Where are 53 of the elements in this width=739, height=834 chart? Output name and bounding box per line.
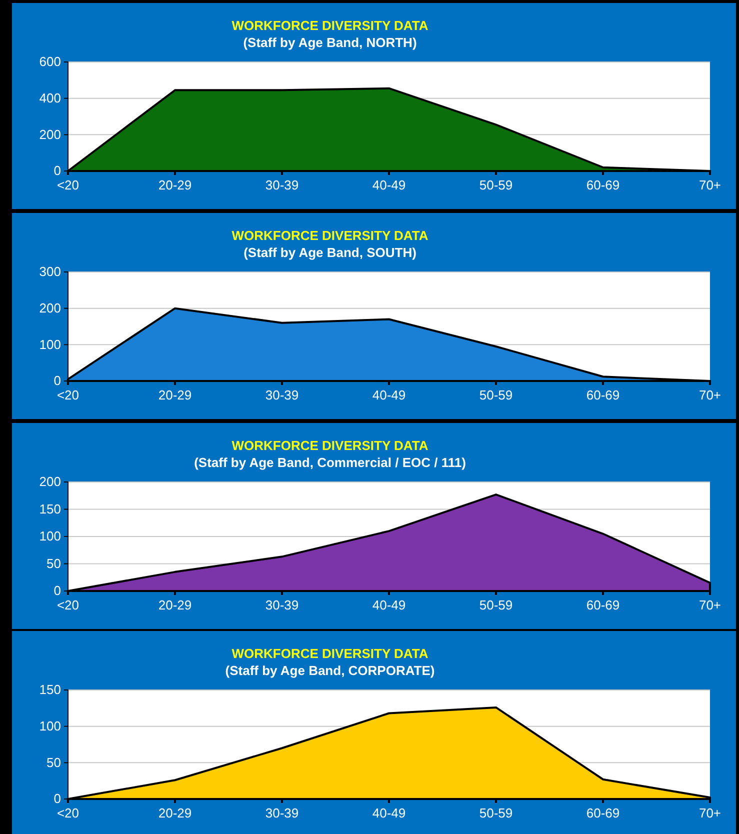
- x-tick-label: 50-59: [479, 388, 513, 403]
- y-tick-label: 50: [46, 556, 61, 571]
- y-tick-label: 600: [39, 54, 61, 70]
- y-tick-label: 300: [39, 264, 61, 280]
- x-tick-label: 20-29: [158, 598, 192, 613]
- y-tick-label: 100: [39, 336, 61, 352]
- x-tick-label: 40-49: [372, 178, 406, 193]
- x-tick-label: 60-69: [586, 178, 620, 193]
- x-tick-label: 50-59: [479, 806, 513, 821]
- x-tick-label: 70+: [698, 178, 722, 193]
- x-tick-label: 60-69: [586, 598, 620, 613]
- x-tick-label: 40-49: [372, 388, 406, 403]
- chart-subtitle: (Staff by Age Band, NORTH): [243, 35, 417, 50]
- chart-title: WORKFORCE DIVERSITY DATA: [232, 646, 429, 661]
- y-tick-label: 200: [39, 126, 61, 142]
- y-tick-label: 0: [54, 583, 61, 598]
- y-tick-label: 400: [39, 90, 61, 106]
- y-tick-label: 0: [54, 373, 61, 388]
- y-tick-label: 200: [39, 300, 61, 316]
- x-tick-label: 60-69: [586, 806, 620, 821]
- x-tick-label: <20: [56, 178, 80, 193]
- chart-subtitle: (Staff by Age Band, Commercial / EOC / 111): [194, 455, 466, 470]
- y-tick-label: 100: [39, 528, 61, 544]
- x-tick-label: <20: [56, 806, 80, 821]
- x-tick-label: 30-39: [265, 388, 299, 403]
- chart-subtitle: (Staff by Age Band, CORPORATE): [225, 663, 435, 678]
- chart-subtitle: (Staff by Age Band, SOUTH): [244, 245, 416, 260]
- chart-title: WORKFORCE DIVERSITY DATA: [232, 18, 429, 33]
- y-tick-label: 100: [39, 718, 61, 734]
- x-tick-label: 70+: [698, 598, 722, 613]
- x-tick-label: 60-69: [586, 388, 620, 403]
- x-tick-label: 40-49: [372, 806, 406, 821]
- y-tick-label: 200: [39, 474, 61, 490]
- x-tick-label: 40-49: [372, 598, 406, 613]
- chart-title: WORKFORCE DIVERSITY DATA: [232, 228, 429, 243]
- x-tick-label: 20-29: [158, 806, 192, 821]
- chart-title: WORKFORCE DIVERSITY DATA: [232, 438, 429, 453]
- y-tick-label: 0: [54, 791, 61, 806]
- x-tick-label: 70+: [698, 388, 722, 403]
- x-tick-label: <20: [56, 388, 80, 403]
- x-tick-label: 20-29: [158, 178, 192, 193]
- y-tick-label: 0: [54, 163, 61, 178]
- y-tick-label: 50: [46, 754, 61, 770]
- x-tick-label: 30-39: [265, 806, 299, 821]
- x-tick-label: 70+: [698, 806, 722, 821]
- x-tick-label: <20: [56, 598, 80, 613]
- x-tick-label: 30-39: [265, 178, 299, 193]
- y-tick-label: 150: [39, 501, 61, 516]
- x-tick-label: 50-59: [479, 598, 513, 613]
- x-tick-label: 20-29: [158, 388, 192, 403]
- x-tick-label: 50-59: [479, 178, 513, 193]
- y-tick-label: 150: [39, 682, 61, 698]
- x-tick-label: 30-39: [265, 598, 299, 613]
